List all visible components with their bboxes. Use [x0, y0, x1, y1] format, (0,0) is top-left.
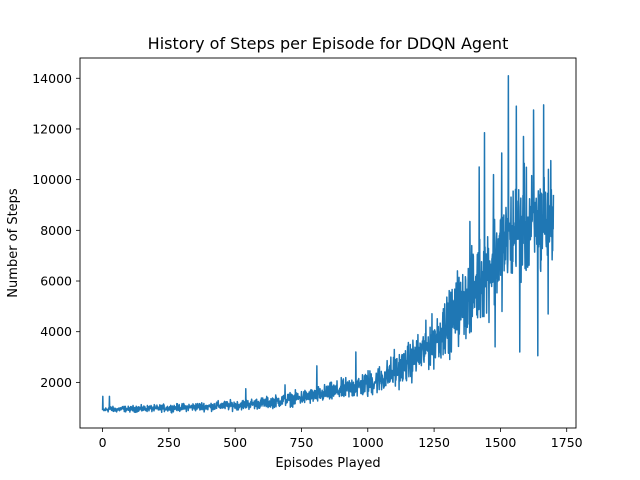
x-axis-label: Episodes Played [275, 456, 380, 471]
y-axis: 2000 4000 6000 8000 10000 12000 14000 [32, 71, 80, 390]
x-tick-label: 1750 [551, 435, 583, 450]
x-tick-label: 1500 [485, 435, 517, 450]
x-tick-label: 250 [157, 435, 181, 450]
series-line-steps [101, 74, 555, 414]
x-tick-label: 500 [223, 435, 247, 450]
x-axis: 0 250 500 750 1000 1250 1500 1750 [99, 428, 583, 450]
y-tick-label: 12000 [32, 121, 72, 136]
y-tick-label: 6000 [40, 274, 72, 289]
y-axis-label: Number of Steps [6, 188, 21, 298]
y-tick-label: 2000 [40, 375, 72, 390]
x-tick-label: 750 [290, 435, 314, 450]
y-tick-label: 8000 [40, 223, 72, 238]
x-tick-label: 1250 [418, 435, 450, 450]
y-tick-label: 10000 [32, 172, 72, 187]
y-tick-label: 14000 [32, 71, 72, 86]
plot-area [101, 74, 555, 414]
x-tick-label: 1000 [352, 435, 384, 450]
y-tick-label: 4000 [40, 324, 72, 339]
plot-frame [79, 57, 577, 429]
x-tick-label: 0 [99, 435, 107, 450]
chart-title: History of Steps per Episode for DDQN Ag… [148, 34, 509, 53]
